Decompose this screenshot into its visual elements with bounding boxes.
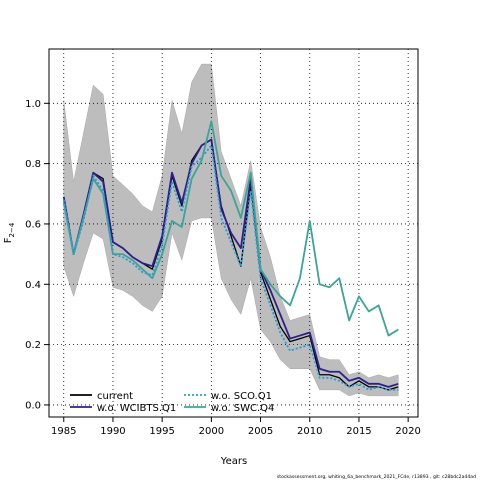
legend: current w.o. WCIBTS.Q1 w.o. SCO.Q1 w.o. …: [70, 391, 274, 414]
y-axis-label: F2−4: [3, 222, 16, 243]
axis-layer: 1985 1990 1995 2000 2005 2010 2015 2020 0.0 0.2 0.…: [25, 99, 421, 437]
legend-label-sco: w.o. SCO.Q1: [211, 391, 272, 402]
x-tick-label: 2015: [346, 426, 371, 437]
legend-label-current: current: [97, 391, 133, 402]
x-axis-label: Years: [220, 456, 247, 467]
x-tick-label: 1985: [51, 426, 76, 437]
y-axis-label-subscript: 2−4: [8, 222, 16, 237]
y-tick-label: 0.8: [25, 159, 41, 170]
y-tick-label: 0.4: [25, 280, 41, 291]
y-tick-label: 0.2: [25, 340, 41, 351]
y-axis-label-main: F: [3, 237, 14, 243]
series-line-3: [62, 120, 399, 337]
legend-label-wcibts: w.o. WCIBTS.Q1: [97, 403, 176, 414]
y-tick-label: 1.0: [25, 99, 41, 110]
x-tick-label: 2010: [297, 426, 322, 437]
legend-label-swc: w.o. SWC.Q4: [211, 403, 274, 414]
plot-frame: [48, 48, 419, 418]
footnote: stockassessment.org, whiting_6a_benchmar…: [277, 474, 476, 480]
x-tick-label: 2000: [199, 426, 224, 437]
y-tick-label: 0.6: [25, 219, 41, 230]
confidence-band: [63, 63, 399, 397]
series-line-1: [62, 138, 399, 388]
confidence-band-layer: [63, 63, 399, 397]
x-tick-label: 2020: [395, 426, 420, 437]
x-tick-label: 1990: [100, 426, 125, 437]
x-tick-label: 1995: [149, 426, 174, 437]
x-tick-label: 2005: [248, 426, 273, 437]
series-line-2-overlay: [63, 143, 399, 391]
y-tick-label: 0.0: [25, 400, 41, 411]
series-layer: [62, 120, 399, 391]
svg-text:F2−4: F2−4: [3, 222, 16, 243]
